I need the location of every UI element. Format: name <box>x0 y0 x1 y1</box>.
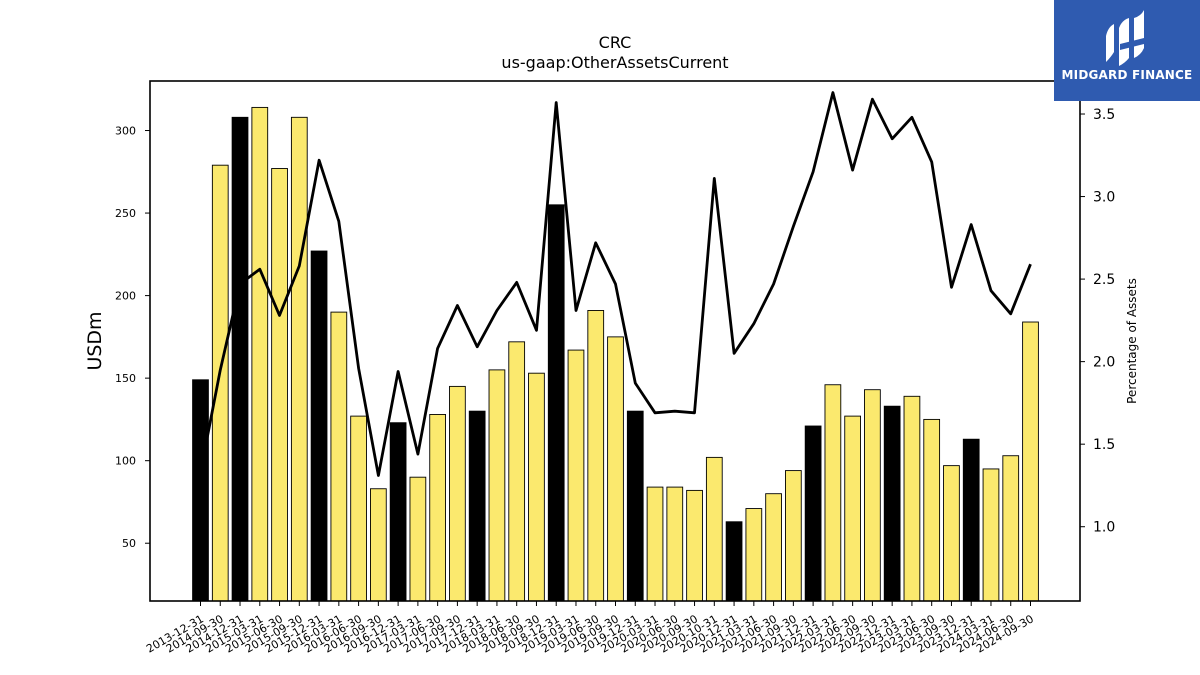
bar <box>350 415 367 602</box>
bar <box>587 310 605 602</box>
bar <box>607 336 624 602</box>
bar <box>646 486 664 602</box>
bar <box>389 422 407 602</box>
bar <box>468 410 486 602</box>
bar <box>231 116 249 602</box>
bar-series <box>192 106 1039 602</box>
bar <box>804 425 822 602</box>
bar <box>725 521 743 602</box>
y-tick-label: 250 <box>115 207 136 220</box>
y2-tick-label: 1.0 <box>1093 520 1115 536</box>
bar <box>547 204 565 602</box>
y-tick-label: 150 <box>115 372 136 385</box>
bar <box>864 389 881 602</box>
chart-title: CRC <box>599 33 632 52</box>
logo-text: MIDGARD FINANCE <box>1061 68 1193 82</box>
chart-subtitle: us-gaap:OtherAssetsCurrent <box>501 53 728 72</box>
bar <box>785 470 802 602</box>
bar <box>449 385 466 602</box>
bar <box>1002 455 1020 602</box>
brand-logo: MIDGARD FINANCE <box>1054 0 1200 101</box>
bar <box>370 488 387 602</box>
y2-tick-label: 3.5 <box>1093 107 1115 123</box>
bar <box>290 116 308 602</box>
y-tick-label: 50 <box>122 537 136 550</box>
bar <box>962 438 980 602</box>
bar <box>903 395 921 602</box>
bar <box>883 405 901 602</box>
bar <box>271 168 288 602</box>
y-tick-label: 100 <box>115 455 136 468</box>
bar <box>567 349 585 602</box>
bar <box>626 410 644 602</box>
bar <box>251 106 269 602</box>
y2-axis-label: Percentage of Assets <box>1125 278 1139 404</box>
y-tick-label: 200 <box>115 290 136 303</box>
bar <box>943 465 960 602</box>
bar <box>686 489 703 602</box>
bar <box>528 372 545 602</box>
bar <box>330 311 348 602</box>
midgard-logo-icon <box>1106 10 1144 66</box>
bar <box>705 456 723 602</box>
bar <box>1022 321 1039 602</box>
bar <box>310 250 328 602</box>
y2-tick-label: 2.0 <box>1093 355 1115 371</box>
line-series <box>199 91 1032 477</box>
y2-tick-label: 1.5 <box>1093 437 1115 453</box>
y-axis-label: USDm <box>84 311 106 370</box>
bar <box>488 369 506 602</box>
y2-tick-label: 2.5 <box>1093 272 1115 288</box>
axes: 501001502002503001.01.52.02.53.03.52013-… <box>115 80 1115 656</box>
bar <box>192 379 209 602</box>
bar <box>824 384 842 602</box>
bar <box>508 341 526 602</box>
bar <box>765 493 782 602</box>
y-tick-label: 300 <box>115 125 136 138</box>
bar <box>429 414 446 602</box>
y2-tick-label: 3.0 <box>1093 190 1115 206</box>
bar <box>923 418 941 602</box>
bar <box>666 486 684 602</box>
line-path <box>199 91 1032 477</box>
bar <box>409 476 427 602</box>
bar <box>982 468 1000 602</box>
bar <box>745 508 763 602</box>
bar <box>211 164 229 602</box>
bar <box>844 415 861 602</box>
